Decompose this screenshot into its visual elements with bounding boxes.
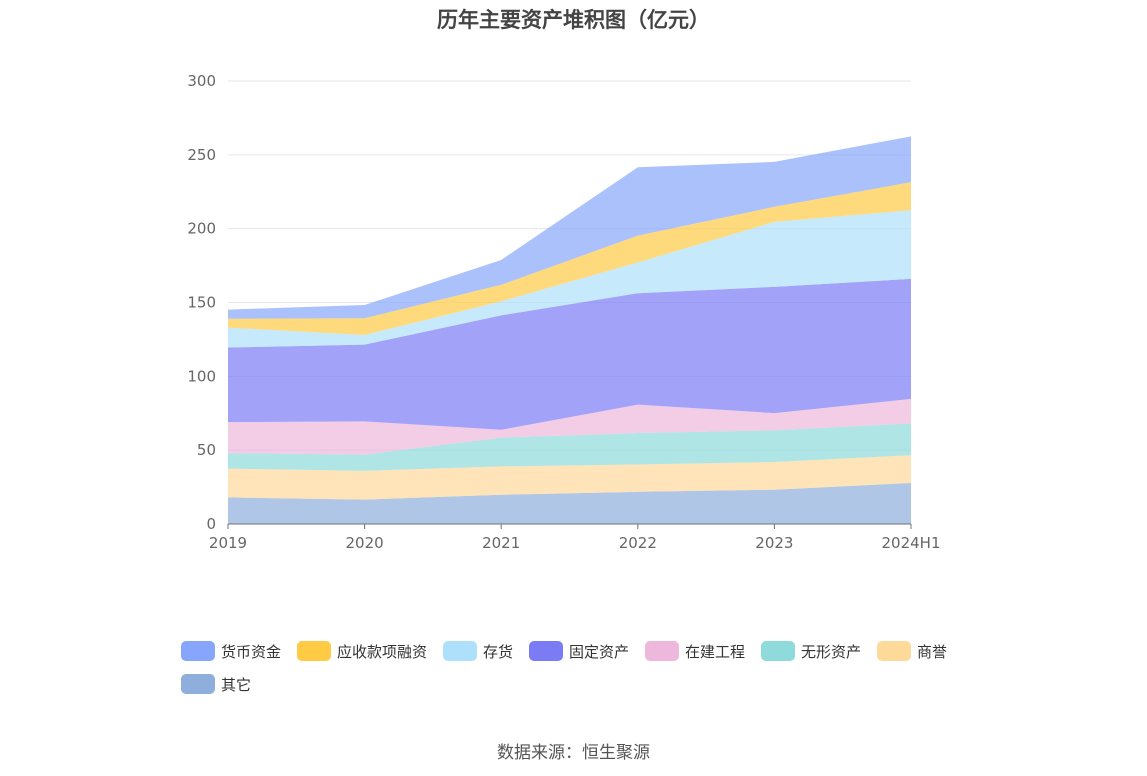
area-series-0[interactable] [228,482,911,524]
legend-swatch [443,641,477,661]
y-tick-label: 150 [187,294,216,312]
x-tick-label: 2023 [755,534,793,552]
legend-item[interactable]: 货币资金 [181,640,281,662]
y-tick-label: 200 [187,220,216,238]
area-series-7[interactable] [228,136,911,319]
legend-item[interactable]: 在建工程 [645,640,745,662]
data-source-note: 数据来源：恒生聚源 [497,743,650,763]
legend-swatch [761,641,795,661]
x-tick-label: 2022 [619,534,657,552]
area-series-3[interactable] [228,398,911,455]
area-series-1[interactable] [228,455,911,500]
x-tick-label: 2020 [346,534,384,552]
legend-label: 在建工程 [685,642,746,661]
area-series-2[interactable] [228,423,911,471]
legend-item[interactable]: 其它 [181,673,251,695]
x-tick-label: 2019 [209,534,247,552]
legend-swatch [645,641,679,661]
area-series-5[interactable] [228,210,911,348]
legend-item[interactable]: 存货 [443,640,513,662]
x-tick-label: 2024H1 [882,534,941,552]
legend-swatch [529,641,563,661]
x-tick-label: 2021 [482,534,520,552]
legend-label: 存货 [483,642,514,661]
area-layer [228,136,911,524]
area-series-6[interactable] [228,182,911,335]
legend-item[interactable]: 无形资产 [761,640,861,662]
legend-label: 应收款项融资 [337,642,428,661]
legend-swatch [877,641,911,661]
legend-item[interactable]: 应收款项融资 [297,640,427,662]
legend-label: 商誉 [917,642,948,661]
legend-item[interactable]: 固定资产 [529,640,629,662]
y-tick-label: 0 [206,515,216,533]
chart-title: 历年主要资产堆积图（亿元） [437,8,710,32]
stacked-area-chart: 0 50 100 150 200 250 300 2019 2020 2021 2022 2023 20… [187,72,940,552]
legend-label: 其它 [221,675,252,694]
y-tick-label: 300 [187,72,216,90]
y-tick-label: 250 [187,146,216,164]
legend-swatch [181,674,215,694]
legend-label: 固定资产 [569,642,630,661]
legend-label: 无形资产 [801,642,862,661]
legend-swatch [297,641,331,661]
legend-item[interactable]: 商誉 [877,640,947,662]
axis-layer: 0 50 100 150 200 250 300 2019 2020 2021 2022 2023 20… [187,72,940,552]
y-tick-label: 50 [197,441,216,459]
area-series-4[interactable] [228,278,911,430]
legend-label: 货币资金 [221,642,282,661]
legend-swatch [181,641,215,661]
y-tick-label: 100 [187,367,216,385]
